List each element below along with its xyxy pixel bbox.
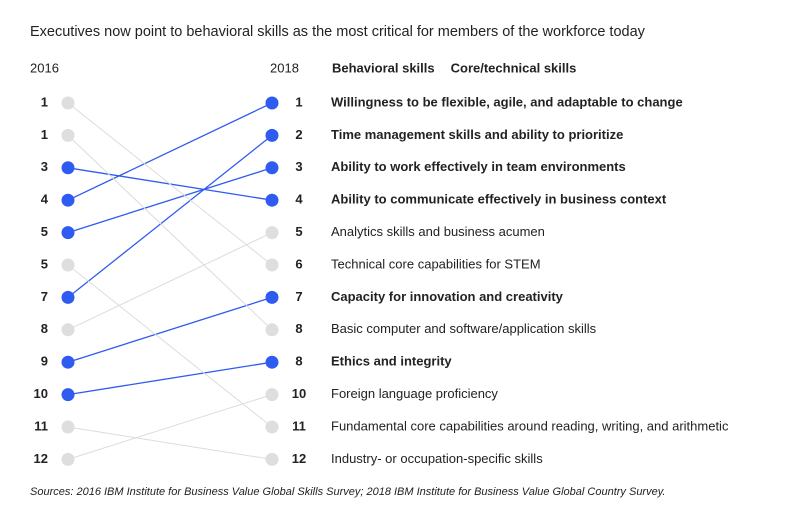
dot-2018 <box>265 323 279 337</box>
skill-label: Ethics and integrity <box>331 354 452 369</box>
rank-2018: 12 <box>292 451 306 466</box>
skill-label: Industry- or occupation-specific skills <box>331 451 543 466</box>
slope-line <box>67 394 273 460</box>
dot-2018 <box>265 96 279 110</box>
rank-2018: 1 <box>295 94 302 109</box>
slope-line <box>67 264 273 428</box>
dot-2018 <box>265 452 279 466</box>
dot-2018 <box>265 193 279 207</box>
slope-line <box>67 167 273 234</box>
skill-label: Analytics skills and business acumen <box>331 224 545 239</box>
dot-2016 <box>61 388 75 402</box>
dot-2016 <box>61 452 75 466</box>
skill-label: Ability to work effectively in team envi… <box>331 159 626 174</box>
rank-2016: 3 <box>41 159 48 174</box>
dot-2016 <box>61 355 75 369</box>
rank-2018: 7 <box>295 289 302 304</box>
rank-2016: 9 <box>41 354 48 369</box>
slope-line <box>67 232 273 331</box>
skill-label: Foreign language proficiency <box>331 386 498 401</box>
rank-2016: 7 <box>41 289 48 304</box>
slope-line <box>67 426 273 460</box>
slope-line <box>67 102 273 266</box>
dot-2016 <box>61 290 75 304</box>
rank-2018: 2 <box>295 127 302 142</box>
legend-entry: Core/technical skills <box>451 60 577 75</box>
rank-2016: 5 <box>41 256 48 271</box>
rank-2016: 5 <box>41 224 48 239</box>
rank-2016: 11 <box>34 418 48 433</box>
dot-2018 <box>265 420 279 434</box>
rank-2016: 10 <box>34 386 48 401</box>
dot-2018 <box>265 226 279 240</box>
slope-line <box>67 296 273 363</box>
skill-label: Willingness to be flexible, agile, and a… <box>331 94 683 109</box>
skill-label: Technical core capabilities for STEM <box>331 256 541 271</box>
skill-label: Ability to communicate effectively in bu… <box>331 192 667 207</box>
dot-2016 <box>61 226 75 240</box>
dot-2018 <box>265 128 279 142</box>
skill-label: Fundamental core capabilities around rea… <box>331 418 729 433</box>
rank-2018: 3 <box>295 159 302 174</box>
dot-2016 <box>61 193 75 207</box>
rank-2018: 11 <box>292 418 306 433</box>
rank-2016: 1 <box>41 94 48 109</box>
dot-2016 <box>61 420 75 434</box>
dot-2018 <box>265 290 279 304</box>
dot-2018 <box>265 258 279 272</box>
rank-2016: 8 <box>41 321 48 336</box>
rank-2018: 8 <box>295 321 302 336</box>
dot-2018 <box>265 161 279 175</box>
rank-2016: 12 <box>34 451 48 466</box>
dot-2016 <box>61 128 75 142</box>
rank-2018: 8 <box>295 354 302 369</box>
right-header: 2018 <box>270 60 299 75</box>
dot-2018 <box>265 388 279 402</box>
dot-2016 <box>61 96 75 110</box>
slope-line <box>67 135 273 331</box>
rank-2018: 5 <box>295 224 302 239</box>
rank-2018: 4 <box>295 192 303 207</box>
dot-2016 <box>61 258 75 272</box>
skill-label: Basic computer and software/application … <box>331 321 597 336</box>
legend-entry: Behavioral skills <box>332 60 435 75</box>
skill-label: Capacity for innovation and creativity <box>331 289 564 304</box>
dot-2016 <box>61 323 75 337</box>
left-header: 2016 <box>30 60 59 75</box>
skill-label: Time management skills and ability to pr… <box>331 127 623 142</box>
slope-line <box>67 102 273 201</box>
rank-2018: 6 <box>295 256 302 271</box>
slope-line <box>67 134 273 298</box>
rank-2016: 1 <box>41 127 48 142</box>
dot-2018 <box>265 355 279 369</box>
rank-2016: 4 <box>41 192 49 207</box>
dot-2016 <box>61 161 75 175</box>
chart-title: Executives now point to behavioral skill… <box>30 24 646 40</box>
source-note: Sources: 2016 IBM Institute for Business… <box>30 486 665 498</box>
rank-2018: 10 <box>292 386 306 401</box>
slope-line <box>67 361 273 396</box>
